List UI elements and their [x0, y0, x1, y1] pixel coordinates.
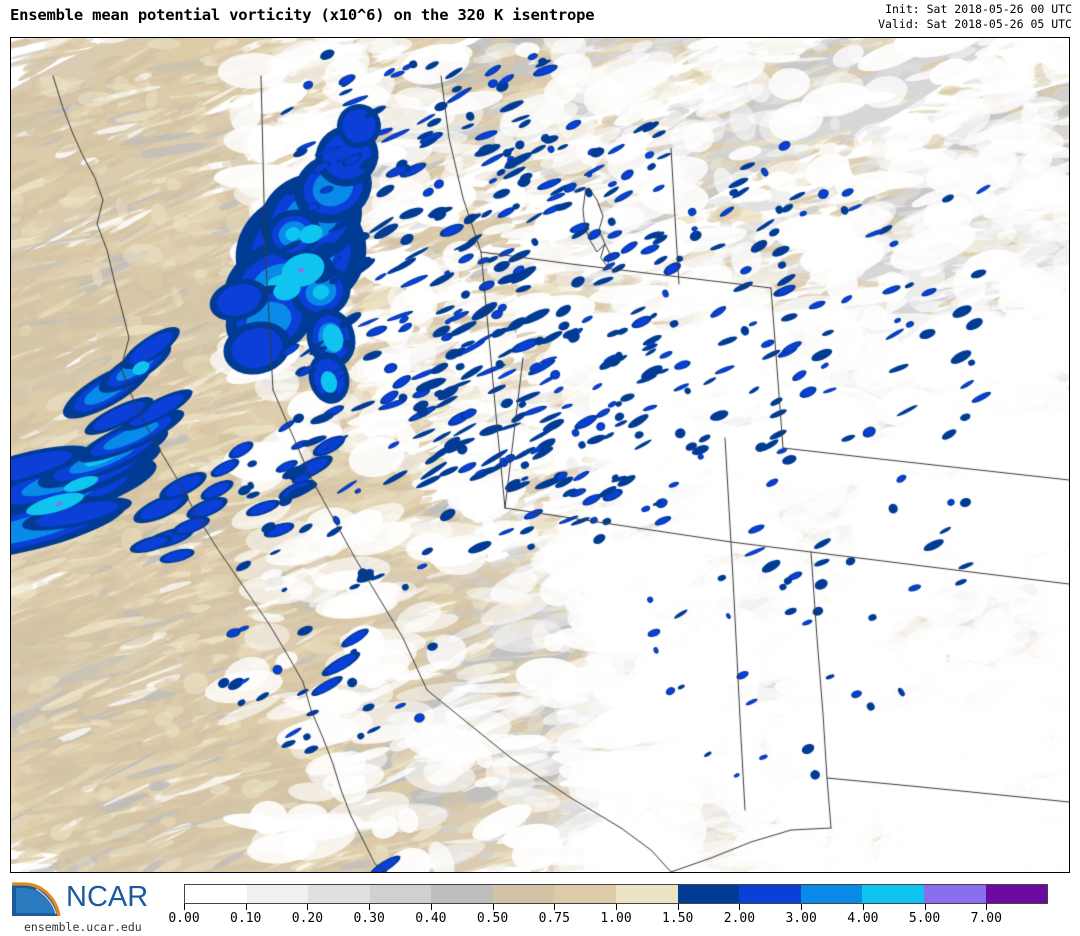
map-panel[interactable] [10, 37, 1070, 873]
init-time-label: Init: Sat 2018-05-26 00 UTC [885, 2, 1072, 16]
colorbar-tick-11 [862, 904, 864, 910]
colorbar: 0.00 0.10 0.20 0.30 0.40 0.50 0.75 1.00 1.50 2.00… [168, 884, 1048, 930]
colorbar-tick-2 [307, 904, 309, 910]
ncar-logo-mark-icon [12, 882, 61, 917]
colorbar-segment-13 [985, 885, 1048, 903]
colorbar-tick-12 [924, 904, 926, 910]
header-bar: Ensemble mean potential vorticity (x10^6… [0, 0, 1080, 34]
colorbar-tick-1 [245, 904, 247, 910]
colorbar-tick-label-8: 1.50 [662, 911, 694, 926]
colorbar-tick-9 [739, 904, 741, 910]
colorbar-segment-12 [923, 885, 986, 903]
colorbar-tick-labels: 0.00 0.10 0.20 0.30 0.40 0.50 0.75 1.00 1.50 2.00… [168, 911, 1048, 929]
colorbar-segment-3 [369, 885, 432, 903]
colorbar-segment-2 [308, 885, 370, 903]
potential-vorticity-map[interactable] [11, 38, 1069, 872]
colorbar-tick-label-2: 0.20 [291, 911, 324, 926]
forecast-timestamps: Init: Sat 2018-05-26 00 UTC Valid: Sat 2… [878, 2, 1072, 31]
colorbar-tick-label-1: 0.10 [230, 911, 262, 926]
colorbar-segment-8 [677, 885, 740, 903]
colorbar-ticks [184, 904, 1048, 910]
ncar-wordmark: NCAR [66, 881, 149, 913]
footer-bar: NCAR ensemble.ucar.edu 0.00 0.10 0.20 0.30 0… [0, 874, 1080, 936]
valid-time-label: Valid: Sat 2018-05-26 05 UTC [878, 16, 1072, 31]
colorbar-segment-6 [554, 885, 617, 903]
colorbar-tick-label-11: 4.00 [847, 911, 879, 926]
colorbar-tick-0 [184, 904, 185, 910]
colorbar-tick-label-12: 5.00 [908, 911, 941, 926]
colorbar-tick-label-9: 2.00 [723, 911, 756, 926]
colorbar-tick-10 [801, 904, 803, 910]
colorbar-tick-label-3: 0.30 [353, 911, 385, 926]
colorbar-segment-5 [492, 885, 555, 903]
colorbar-segment-0 [185, 885, 247, 903]
colorbar-tick-label-4: 0.40 [415, 911, 447, 926]
colorbar-segment-10 [800, 885, 863, 903]
colorbar-segment-1 [246, 885, 309, 903]
colorbar-tick-label-7: 1.00 [600, 911, 632, 926]
colorbar-tick-6 [554, 904, 556, 910]
colorbar-tick-label-5: 0.50 [476, 911, 509, 926]
colorbar-tick-label-0: 0.00 [168, 911, 200, 926]
colorbar-tick-7 [616, 904, 617, 910]
colorbar-tick-3 [369, 904, 371, 910]
colorbar-tick-label-13: 7.00 [970, 911, 1002, 926]
colorbar-tick-13 [986, 904, 988, 910]
colorbar-segment-9 [739, 885, 801, 903]
colorbar-tick-label-10: 3.00 [785, 911, 817, 926]
page-title: Ensemble mean potential vorticity (x10^6… [10, 6, 595, 24]
ncar-logo[interactable]: NCAR ensemble.ucar.edu [6, 878, 171, 934]
colorbar-tick-8 [677, 904, 679, 910]
colorbar-segment-7 [616, 885, 678, 903]
colorbar-tick-4 [430, 904, 432, 910]
colorbar-segment-11 [862, 885, 924, 903]
colorbar-swatches [184, 884, 1048, 904]
colorbar-segment-4 [431, 885, 493, 903]
colorbar-tick-5 [492, 904, 494, 910]
ensemble-site-url[interactable]: ensemble.ucar.edu [24, 920, 142, 934]
colorbar-tick-label-6: 0.75 [538, 911, 570, 926]
